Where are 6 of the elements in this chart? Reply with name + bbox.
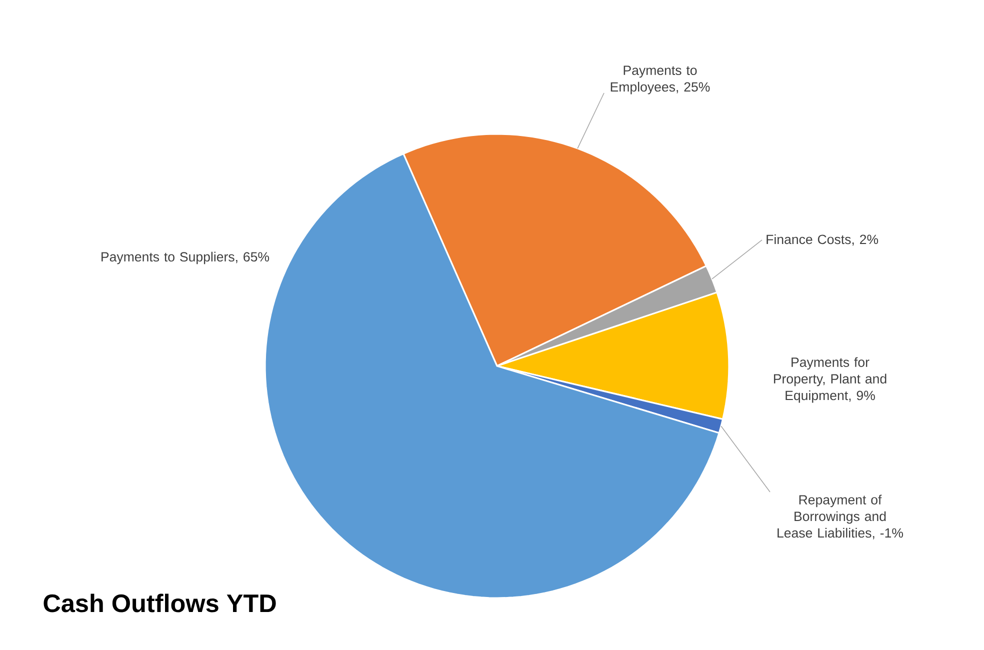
slice-label: Payments for Property, Plant and Equipment, 9% (774, 357, 886, 403)
slice-label: Payments to Suppliers, 65% (102, 252, 270, 264)
slice-label: Repayment of Borrowings and Lease Liabilities, -1% (778, 494, 904, 540)
text: Cash Outflows YTD (44, 594, 276, 612)
slice-label: Finance Costs, 2% (766, 234, 878, 246)
slice-label: Payments to Employees, 25% (610, 66, 710, 94)
